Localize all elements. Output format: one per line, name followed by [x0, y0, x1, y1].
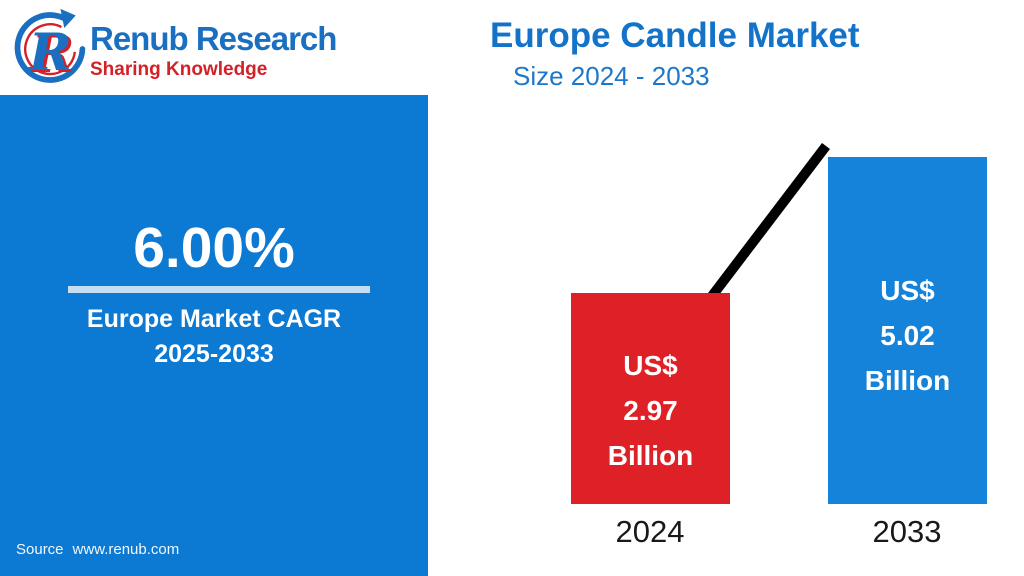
source-label: Source [16, 541, 64, 558]
bar-2024-label-currency: US$ [623, 350, 678, 381]
trend-line [708, 142, 830, 300]
brand-name: Renub Research [90, 20, 337, 57]
trend-line-icon [708, 142, 830, 300]
cagr-label: Europe Market CAGR 2025-2033 [0, 302, 428, 372]
axis-label-2024: 2024 [615, 514, 685, 549]
cagr-underline-rule [68, 286, 370, 293]
page-title: Europe Candle Market [490, 16, 860, 55]
brand-tagline: Sharing Knowledge [90, 59, 268, 80]
bar-2033-label-value: 5.02 [880, 320, 935, 351]
source-url: www.renub.com [72, 541, 180, 558]
source-line: Source www.renub.com [16, 541, 179, 558]
brand-text-block: Renub Research Sharing Knowledge [90, 20, 337, 81]
bar-2024-label-value: 2.97 [623, 395, 678, 426]
cagr-label-line1: Europe Market CAGR [86, 305, 342, 333]
page-subtitle: Size 2024 - 2033 [513, 61, 710, 91]
cagr-panel: 6.00% Europe Market CAGR 2025-2033 Sourc… [0, 95, 428, 576]
bar-2033-label-currency: US$ [880, 275, 935, 306]
renub-logo-icon: R R [14, 8, 86, 85]
axis-label-2033: 2033 [872, 514, 942, 549]
svg-text:R: R [30, 25, 75, 85]
bar-2024: US$ 2.97 Billion [571, 293, 730, 504]
cagr-label-line2: 2025-2033 [154, 340, 274, 368]
bar-2024-label-unit: Billion [607, 440, 694, 471]
bar-2033-label-unit: Billion [864, 365, 951, 396]
bar-2033: US$ 5.02 Billion [828, 157, 987, 504]
svg-text:R: R [27, 23, 72, 83]
cagr-value: 6.00% [133, 216, 295, 280]
